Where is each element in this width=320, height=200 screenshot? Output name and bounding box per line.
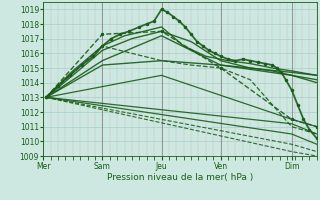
X-axis label: Pression niveau de la mer( hPa ): Pression niveau de la mer( hPa ) [107, 173, 253, 182]
